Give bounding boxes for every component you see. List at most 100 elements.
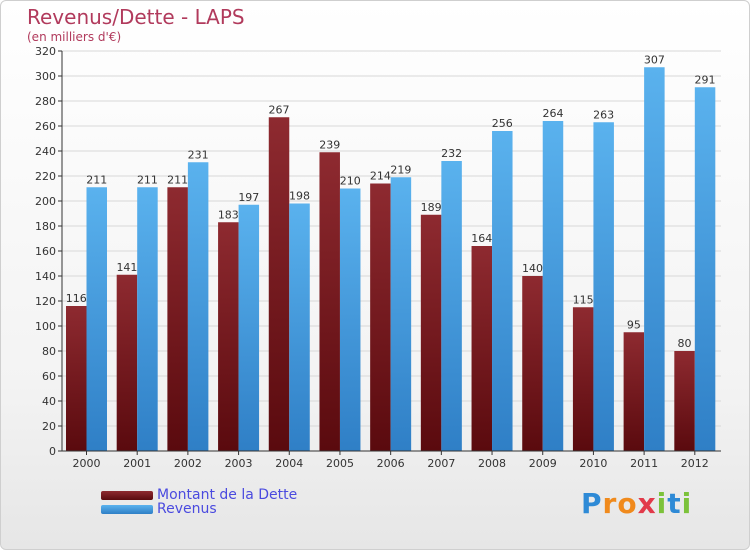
y-tick-label: 40 <box>42 395 56 408</box>
bar-dette <box>522 276 543 451</box>
data-label: 210 <box>340 175 361 188</box>
bar-revenus <box>542 121 564 451</box>
bar-dette <box>471 246 493 451</box>
bar-dette <box>572 307 594 451</box>
bar-dette <box>116 274 138 451</box>
data-label: 183 <box>218 208 239 221</box>
logo-letter: o <box>617 487 638 520</box>
legend-item-dette: Montant de la Dette <box>101 487 298 503</box>
data-label: 263 <box>593 108 614 121</box>
bar-dette <box>420 214 442 451</box>
bar-dette <box>319 152 340 451</box>
proxiti-logo: Proxiti <box>581 487 692 520</box>
y-tick-label: 120 <box>35 295 56 308</box>
bar-dette <box>66 306 87 451</box>
bar-revenus <box>644 67 665 451</box>
bar-revenus <box>339 188 361 451</box>
y-tick-label: 260 <box>35 120 56 133</box>
y-tick-label: 0 <box>49 445 56 458</box>
bar-dette <box>218 222 239 451</box>
data-label: 211 <box>137 173 158 186</box>
y-tick-label: 320 <box>35 45 56 58</box>
x-tick-label: 2000 <box>73 457 101 470</box>
legend-label-dette: Montant de la Dette <box>157 487 298 503</box>
y-tick-label: 300 <box>35 70 56 83</box>
data-label: 231 <box>188 148 209 161</box>
bar-revenus <box>238 204 260 451</box>
x-tick-label: 2002 <box>174 457 202 470</box>
data-label: 95 <box>627 318 641 331</box>
bar-dette <box>674 351 695 451</box>
y-tick-label: 140 <box>35 270 56 283</box>
bar-revenus <box>187 162 209 451</box>
x-tick-label: 2006 <box>377 457 405 470</box>
y-tick-label: 280 <box>35 95 56 108</box>
logo-letter: t <box>667 487 682 520</box>
data-label: 307 <box>644 53 665 66</box>
x-tick-label: 2011 <box>630 457 658 470</box>
data-label: 264 <box>542 107 563 120</box>
legend-swatch-dette <box>101 490 153 500</box>
legend-swatch-revenus <box>101 504 153 514</box>
chart-subtitle: (en milliers d'€) <box>27 30 122 44</box>
data-label: 164 <box>471 232 492 245</box>
logo-letter: i <box>681 487 693 520</box>
x-tick-label: 2008 <box>478 457 506 470</box>
data-label: 197 <box>238 191 259 204</box>
bar-revenus <box>390 177 412 451</box>
data-label: 189 <box>421 201 442 214</box>
bar-revenus <box>137 187 158 451</box>
data-label: 116 <box>66 292 87 305</box>
legend-item-revenus: Revenus <box>101 501 217 517</box>
bar-dette <box>370 183 391 451</box>
data-label: 198 <box>289 190 310 203</box>
logo-letter: r <box>602 487 618 520</box>
bar-revenus <box>441 161 462 451</box>
data-label: 232 <box>441 147 462 160</box>
logo-letter: i <box>656 487 668 520</box>
bar-revenus <box>694 87 716 451</box>
bar-revenus <box>593 122 614 451</box>
data-label: 211 <box>167 173 188 186</box>
data-label: 267 <box>269 103 290 116</box>
chart-title: Revenus/Dette - LAPS <box>27 5 245 29</box>
y-tick-label: 100 <box>35 320 56 333</box>
data-label: 239 <box>319 138 340 151</box>
bar-revenus <box>289 203 310 451</box>
x-tick-label: 2004 <box>275 457 303 470</box>
x-tick-label: 2010 <box>579 457 607 470</box>
bar-dette <box>623 332 645 451</box>
x-axis-ticks: 2000 2001 2002 2003 2004 2005 2006 2007 2008 2009… <box>73 451 709 470</box>
x-tick-label: 2003 <box>225 457 253 470</box>
y-axis-ticks: 0 20 40 60 80 100 120 140 160 180 200 220 240 260 280 3… <box>35 45 62 458</box>
data-label: 256 <box>492 117 513 130</box>
bars <box>66 67 716 451</box>
logo-letter: P <box>581 487 603 520</box>
data-label: 115 <box>573 293 594 306</box>
data-label: 214 <box>370 170 391 183</box>
logo-letter: x <box>637 487 657 520</box>
data-label: 141 <box>116 261 137 274</box>
data-label: 80 <box>678 337 692 350</box>
data-label: 140 <box>522 262 543 275</box>
y-tick-label: 240 <box>35 145 56 158</box>
bar-revenus <box>86 187 107 451</box>
data-label: 211 <box>86 173 107 186</box>
x-tick-label: 2001 <box>123 457 151 470</box>
y-tick-label: 80 <box>42 345 56 358</box>
bar-revenus <box>492 131 513 451</box>
y-tick-label: 160 <box>35 245 56 258</box>
y-tick-label: 180 <box>35 220 56 233</box>
bar-dette <box>167 187 188 451</box>
y-tick-label: 220 <box>35 170 56 183</box>
x-tick-label: 2005 <box>326 457 354 470</box>
x-tick-label: 2009 <box>529 457 557 470</box>
x-tick-label: 2012 <box>681 457 709 470</box>
legend-label-revenus: Revenus <box>157 501 217 517</box>
y-tick-label: 60 <box>42 370 56 383</box>
x-tick-label: 2007 <box>427 457 455 470</box>
y-tick-label: 200 <box>35 195 56 208</box>
data-label: 291 <box>695 73 716 86</box>
